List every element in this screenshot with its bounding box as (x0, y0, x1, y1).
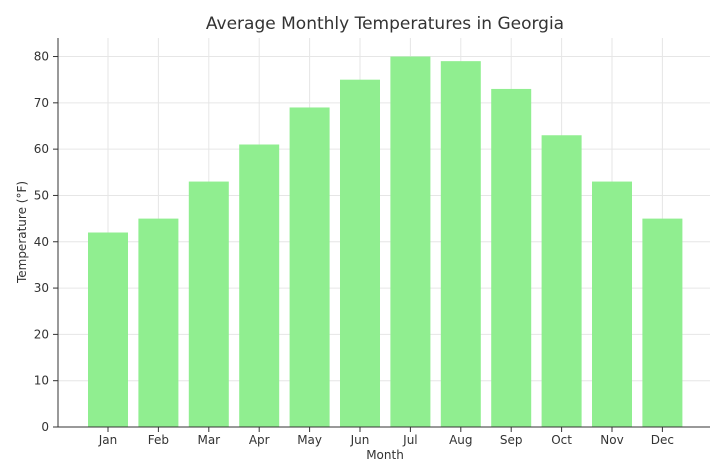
x-tick-label: Apr (249, 433, 270, 447)
bar-nov (592, 181, 632, 427)
y-tick-label: 70 (34, 96, 49, 110)
y-tick-label: 30 (34, 281, 49, 295)
tick-labels: 0 10 20 30 40 50 60 70 80 Jan Feb Mar Apr May Jun Jul Au… (34, 50, 674, 447)
bar-feb (138, 218, 179, 427)
y-tick-label: 20 (34, 327, 49, 341)
bar-may (289, 107, 330, 427)
y-tick-label: 50 (34, 188, 49, 202)
x-axis-label: Month (366, 448, 404, 462)
x-tick-label: Jan (98, 433, 118, 447)
y-tick-label: 40 (34, 235, 49, 249)
bar-apr (239, 144, 280, 427)
bar-dec (642, 218, 683, 427)
y-tick-label: 10 (34, 374, 49, 388)
y-tick-label: 60 (34, 142, 49, 156)
x-tick-label: Jun (350, 433, 370, 447)
x-tick-label: Dec (651, 433, 674, 447)
bar-aug (440, 61, 481, 428)
x-tick-label: Mar (197, 433, 220, 447)
axes (53, 38, 710, 432)
bar-oct (541, 135, 582, 427)
y-tick-label: 80 (34, 50, 49, 64)
x-tick-label: Oct (551, 433, 572, 447)
x-tick-label: Jul (402, 433, 417, 447)
x-tick-label: Nov (600, 433, 623, 447)
x-tick-label: Sep (500, 433, 523, 447)
y-axis-label: Temperature (°F) (15, 181, 29, 284)
y-tick-label: 0 (41, 420, 49, 434)
bar-jul (390, 56, 431, 428)
bar-mar (188, 181, 229, 427)
x-tick-label: Feb (148, 433, 169, 447)
x-tick-label: May (297, 433, 322, 447)
bars (88, 56, 683, 428)
bar-jun (340, 79, 380, 427)
chart-title: Average Monthly Temperatures in Georgia (206, 14, 564, 34)
bar-jan (88, 232, 128, 427)
x-tick-label: Aug (449, 433, 472, 447)
bar-sep (491, 88, 532, 427)
